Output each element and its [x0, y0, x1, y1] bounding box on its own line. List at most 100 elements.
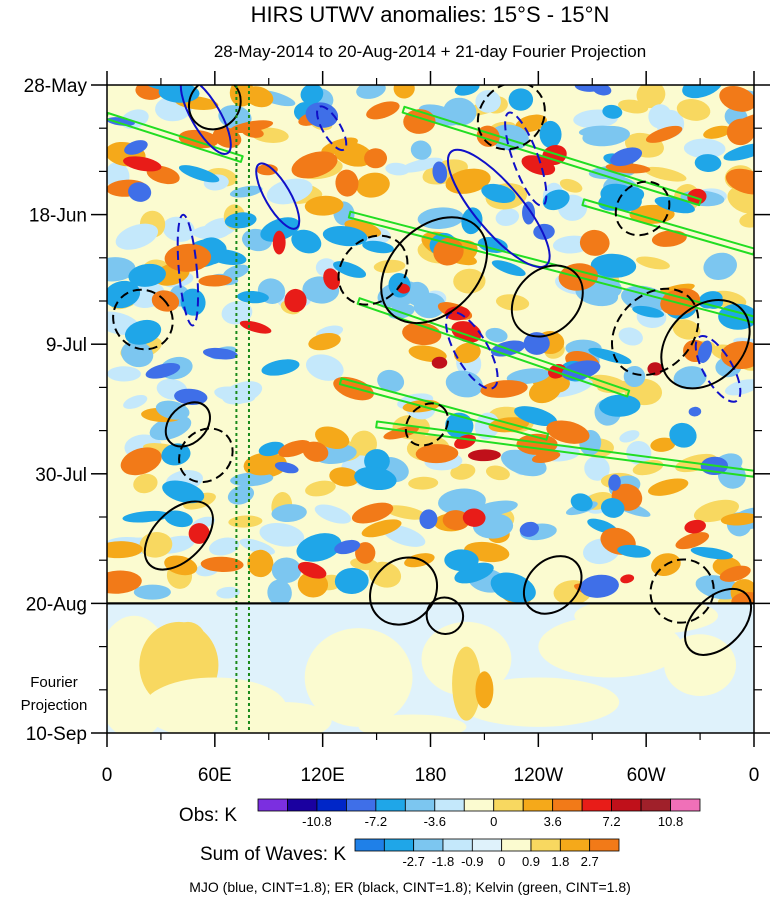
projection-anomaly-cell — [358, 714, 467, 733]
obs-anomaly-cell — [164, 243, 212, 272]
er-contour — [178, 427, 234, 484]
obs-anomaly-cell — [590, 253, 637, 278]
colorbar-swatch — [581, 798, 613, 812]
obs-anomaly-cell — [221, 381, 263, 405]
obs-anomaly-cell — [636, 256, 670, 270]
obs-anomaly-cell — [124, 140, 148, 155]
obs-anomaly-cell — [621, 285, 669, 313]
obs-anomaly-cell — [485, 465, 510, 481]
obs-anomaly-cell — [636, 85, 666, 109]
obs-anomaly-cell — [362, 240, 394, 254]
obs-anomaly-cell — [626, 440, 652, 465]
obs-anomaly-cell — [145, 362, 181, 379]
obs-anomaly-cell — [383, 426, 419, 440]
mjo-contour — [179, 85, 232, 155]
obs-anomaly-cell — [123, 156, 162, 172]
obs-anomaly-cell — [297, 561, 327, 579]
obs-anomaly-cell — [454, 342, 481, 364]
kelvin-contour — [401, 105, 702, 207]
projection-anomaly-cell — [574, 597, 719, 635]
obs-anomaly-cell — [200, 556, 244, 573]
obs-anomaly-cell — [687, 188, 707, 205]
obs-anomaly-cell — [579, 574, 619, 598]
obs-anomaly-cell — [531, 451, 561, 464]
obs-anomaly-cell — [485, 327, 508, 343]
obs-anomaly-cell — [366, 101, 400, 120]
mjo-contour — [316, 105, 348, 152]
obs-anomaly-cell — [725, 168, 754, 195]
obs-anomaly-cell — [432, 161, 448, 184]
projection-anomaly-cell — [304, 628, 413, 727]
mjo-contour — [255, 162, 301, 230]
obs-anomaly-cell — [650, 437, 676, 452]
obs-anomaly-cell — [673, 366, 707, 390]
obs-anomaly-cell — [121, 340, 154, 368]
obs-anomaly-cell — [703, 252, 737, 280]
obs-anomaly-cell — [413, 292, 446, 319]
colorbar-tick-label: 3.6 — [544, 814, 562, 829]
obs-anomaly-cell — [600, 498, 625, 518]
obs-anomaly-cell — [209, 537, 240, 556]
colorbar-swatch — [611, 798, 642, 812]
er-contour — [404, 402, 449, 447]
er-contour — [369, 556, 439, 626]
obs-anomaly-cell — [570, 493, 593, 512]
obs-anomaly-cell — [644, 166, 687, 182]
er-contour — [660, 299, 751, 390]
kelvin-contour — [375, 420, 754, 478]
obs-anomaly-cell — [632, 305, 665, 318]
obs-anomaly-cell — [161, 443, 191, 466]
obs-anomaly-cell — [629, 204, 675, 224]
y-tick-label: 30-Jul — [35, 465, 87, 486]
obs-anomaly-cell — [602, 104, 623, 119]
obs-anomaly-cell — [584, 456, 610, 481]
colorbar-swatch — [413, 838, 444, 852]
obs-anomaly-cell — [598, 186, 645, 211]
obs-anomaly-cell — [588, 347, 632, 365]
projection-label-line1: Fourier — [30, 674, 78, 691]
obs-anomaly-cell — [304, 195, 344, 216]
projection-anomaly-cell — [452, 646, 481, 721]
obs-anomaly-cell — [508, 88, 534, 111]
colorbar-tick-label: -2.7 — [402, 854, 424, 869]
colorbar-tick-label: -7.2 — [365, 814, 387, 829]
mjo-contour — [446, 148, 551, 269]
obs-anomaly-cell — [245, 453, 287, 476]
obs-anomaly-cell — [402, 322, 442, 346]
obs-anomaly-cell — [188, 523, 210, 544]
obs-anomaly-cell — [314, 504, 352, 524]
colorbar-swatch — [670, 798, 701, 812]
er-contour — [522, 555, 583, 615]
projection-anomaly-cell — [475, 671, 494, 709]
obs-anomaly-cell — [124, 319, 162, 345]
x-tick-label: 0 — [102, 765, 113, 786]
obs-anomaly-cell — [703, 125, 732, 139]
obs-anomaly-cell — [164, 510, 193, 528]
obs-anomaly-cell — [306, 354, 344, 381]
obs-anomaly-cell — [514, 406, 558, 427]
colorbar-swatch — [354, 838, 385, 852]
colorbar-tick-label: -1.8 — [432, 854, 454, 869]
obs-anomaly-cell — [618, 327, 643, 346]
obs-anomaly-cell — [561, 360, 601, 381]
obs-anomaly-cell — [334, 141, 373, 167]
y-tick-label: 10-Sep — [26, 724, 87, 745]
colorbar-swatch — [442, 838, 473, 852]
y-tick-label: 20-Aug — [26, 594, 87, 615]
obs-anomaly-cell — [107, 366, 141, 382]
colorbar-swatch — [434, 798, 465, 812]
colorbar-swatch — [404, 798, 436, 812]
obs-anomaly-cell — [651, 230, 687, 247]
obs-anomaly-cell — [334, 567, 369, 595]
x-tick-label: 60E — [198, 765, 232, 786]
projection-anomaly-cell — [241, 702, 332, 733]
obs-anomaly-cell — [178, 165, 220, 183]
obs-anomaly-cell — [599, 394, 641, 417]
obs-anomaly-cell — [216, 586, 240, 599]
obs-anomaly-cell — [727, 185, 754, 214]
obs-anomaly-cell — [271, 557, 302, 583]
obs-anomaly-cell — [648, 478, 689, 496]
obs-anomaly-cell — [212, 127, 242, 148]
obs-anomaly-cell — [495, 208, 520, 226]
